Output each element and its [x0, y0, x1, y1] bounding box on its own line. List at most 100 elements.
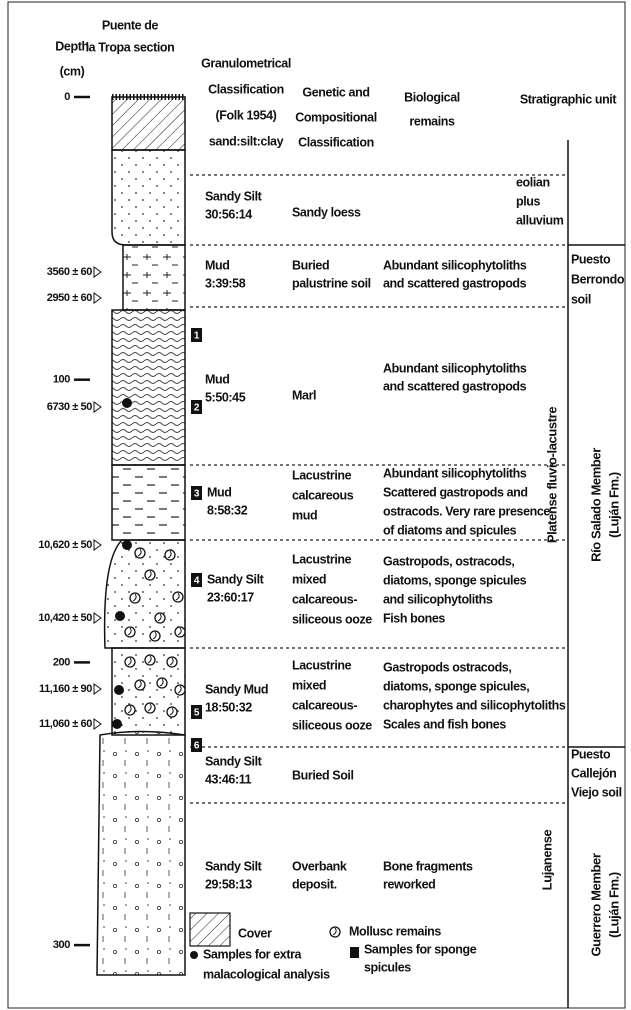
date-label: 3560 ± 60 — [47, 266, 93, 278]
granulometric-class: Sandy Silt — [205, 754, 263, 768]
sample-number: 6 — [194, 741, 200, 752]
cover-layer — [112, 97, 185, 150]
genetic-class: mud — [292, 508, 317, 522]
column — [97, 97, 185, 975]
depth-label: (cm) — [60, 64, 85, 78]
unit-label: alluvium — [516, 213, 564, 227]
biological-remains: Gastropods ostracods, — [383, 660, 511, 674]
date-marker — [94, 267, 101, 277]
legend-dot — [190, 951, 198, 959]
unit-label: Puesto — [571, 252, 611, 266]
sample-number: 2 — [194, 403, 200, 414]
date-label: 6730 ± 50 — [47, 401, 93, 413]
member-label: (Luján Fm.) — [606, 472, 621, 538]
granulometric-class: 5:50:45 — [205, 390, 246, 404]
granulometric-header: Granulometrical — [201, 56, 291, 70]
legend-label: Samples for extra — [203, 947, 303, 961]
biological-remains: and scattered gastropods — [383, 276, 527, 290]
biological-header: remains — [409, 114, 455, 128]
genetic-class: siliceous ooze — [292, 612, 372, 626]
legend-label: spicules — [364, 960, 411, 974]
genetic-class: mixed — [292, 572, 326, 586]
granulometric-header: (Folk 1954) — [216, 108, 277, 122]
biological-header: Biological — [404, 90, 460, 104]
biological-remains: Gastropods, ostracods, — [383, 554, 515, 568]
granulometric-header: sand:silt:clay — [209, 134, 284, 148]
genetic-class: calcareous- — [292, 698, 357, 712]
unit-label: Puesto — [571, 747, 611, 761]
sample-dot — [112, 719, 122, 729]
sample-dot — [114, 685, 124, 695]
genetic-class: Lacustrine — [292, 552, 352, 566]
depth-tick-label: 200 — [53, 656, 70, 668]
genetic-class: Lacustrine — [292, 658, 352, 672]
sample-number: 4 — [194, 576, 200, 587]
biological-remains: Bone fragments — [383, 859, 473, 873]
unit-label: Viejo soil — [571, 785, 622, 799]
sample-number: 5 — [194, 708, 200, 719]
date-marker — [94, 402, 101, 412]
granulometric-header: Classification — [208, 82, 284, 96]
genetic-class: Buried — [292, 258, 329, 272]
date-label: 10,620 ± 50 — [38, 539, 92, 551]
biological-remains: reworked — [383, 877, 435, 891]
sample-dot — [115, 611, 125, 621]
marl-layer — [112, 310, 185, 465]
granulometric-class: 43:46:11 — [205, 772, 252, 786]
granulometric-class: Mud — [205, 258, 229, 272]
granulometric-class: 23:60:17 — [207, 590, 254, 604]
section-title: la Tropa section — [86, 40, 175, 54]
depth-label: Depth — [55, 39, 88, 53]
member-label: Guerrero Member — [588, 853, 603, 956]
granulometric-class: Sandy Silt — [205, 859, 263, 873]
granulometric-class: Mud — [207, 485, 231, 499]
genetic-header: Compositional — [295, 110, 377, 124]
legend-label: Cover — [238, 926, 272, 940]
date-marker — [94, 540, 101, 550]
biological-remains: Scales and fish bones — [383, 717, 506, 731]
legend-square — [350, 947, 359, 958]
genetic-class: calcareous — [292, 488, 354, 502]
date-marker — [94, 684, 101, 694]
genetic-class: Overbank — [292, 859, 347, 873]
unit-label: Berrondo — [571, 272, 625, 286]
biological-remains: and scattered gastropods — [383, 379, 527, 393]
granulometric-class: 30:56:14 — [205, 207, 252, 221]
unit-label: Platense fluvio-lacustre — [544, 407, 559, 544]
date-label: 2950 ± 60 — [47, 292, 93, 304]
biological-remains: and silicophytoliths — [383, 592, 493, 606]
date-label: 11,060 ± 60 — [39, 718, 92, 730]
unit-label: eolian — [516, 175, 550, 189]
granulometric-class: 8:58:32 — [207, 503, 248, 517]
date-label: 11,160 ± 90 — [39, 683, 92, 695]
granulometric-class: 18:50:32 — [205, 700, 252, 714]
soil-layer — [97, 732, 185, 976]
biological-remains: charophytes and silicophytoliths — [383, 698, 566, 712]
biological-remains: Fish bones — [383, 611, 445, 625]
date-marker — [94, 613, 101, 623]
sample-number: 3 — [194, 489, 200, 500]
genetic-class: Sandy loess — [292, 205, 361, 219]
genetic-class: Marl — [292, 388, 316, 402]
genetic-class: Lacustrine — [292, 468, 352, 482]
stratigraphic-header: Stratigraphic unit — [520, 92, 618, 106]
biological-remains: Abundant silicophytoliths — [383, 258, 527, 272]
granulometric-class: 3:39:58 — [205, 276, 246, 290]
genetic-header: Classification — [298, 135, 374, 149]
sample-dot — [122, 540, 132, 550]
genetic-class: palustrine soil — [292, 276, 371, 290]
granulometric-class: Sandy Silt — [207, 572, 265, 586]
genetic-class: deposit. — [292, 877, 337, 891]
granulometric-class: 29:58:13 — [205, 877, 252, 891]
date-marker — [94, 719, 101, 729]
biological-remains: Abundant silicophytoliths — [383, 466, 527, 480]
biological-remains: Scattered gastropods and — [383, 485, 528, 499]
loess-layer — [112, 150, 185, 245]
granulometric-class: Mud — [205, 372, 229, 386]
depth-tick-label: 100 — [53, 374, 70, 386]
date-marker — [94, 293, 101, 303]
legend-cover-swatch — [190, 913, 230, 946]
granulometric-class: Sandy Silt — [205, 189, 263, 203]
genetic-class: mixed — [292, 678, 326, 692]
biological-remains: diatoms, sponge spicules, — [383, 679, 529, 693]
